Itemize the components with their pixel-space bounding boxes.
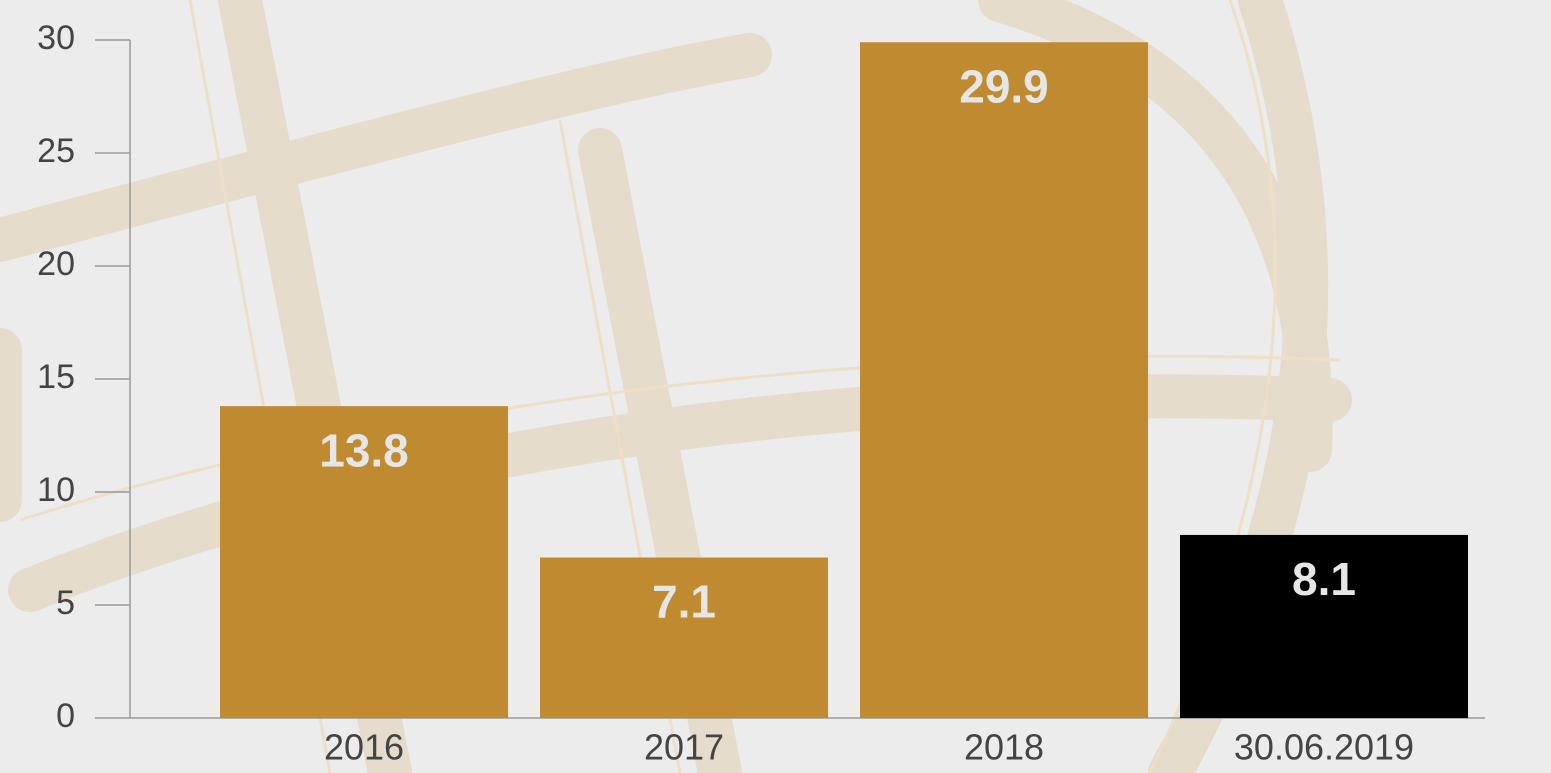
y-tick-label: 25 [37, 132, 75, 170]
bar [220, 406, 508, 718]
y-tick-label: 30 [37, 19, 75, 57]
x-tick-label: 2016 [324, 727, 404, 768]
x-tick-label: 2017 [644, 727, 724, 768]
bar [540, 557, 828, 718]
y-tick-label: 10 [37, 471, 75, 509]
value-label: 8.1 [1292, 553, 1356, 605]
bar [1180, 534, 1468, 718]
value-label: 13.8 [319, 424, 409, 476]
bar [860, 42, 1148, 718]
y-tick-label: 20 [37, 245, 75, 283]
y-tick-label: 15 [37, 358, 75, 396]
value-label: 7.1 [652, 576, 716, 628]
x-tick-label: 2018 [964, 727, 1044, 768]
y-tick-label: 5 [56, 584, 75, 622]
value-label: 29.9 [959, 60, 1049, 112]
y-tick-label: 0 [56, 697, 75, 735]
x-tick-label: 30.06.2019 [1234, 727, 1414, 768]
